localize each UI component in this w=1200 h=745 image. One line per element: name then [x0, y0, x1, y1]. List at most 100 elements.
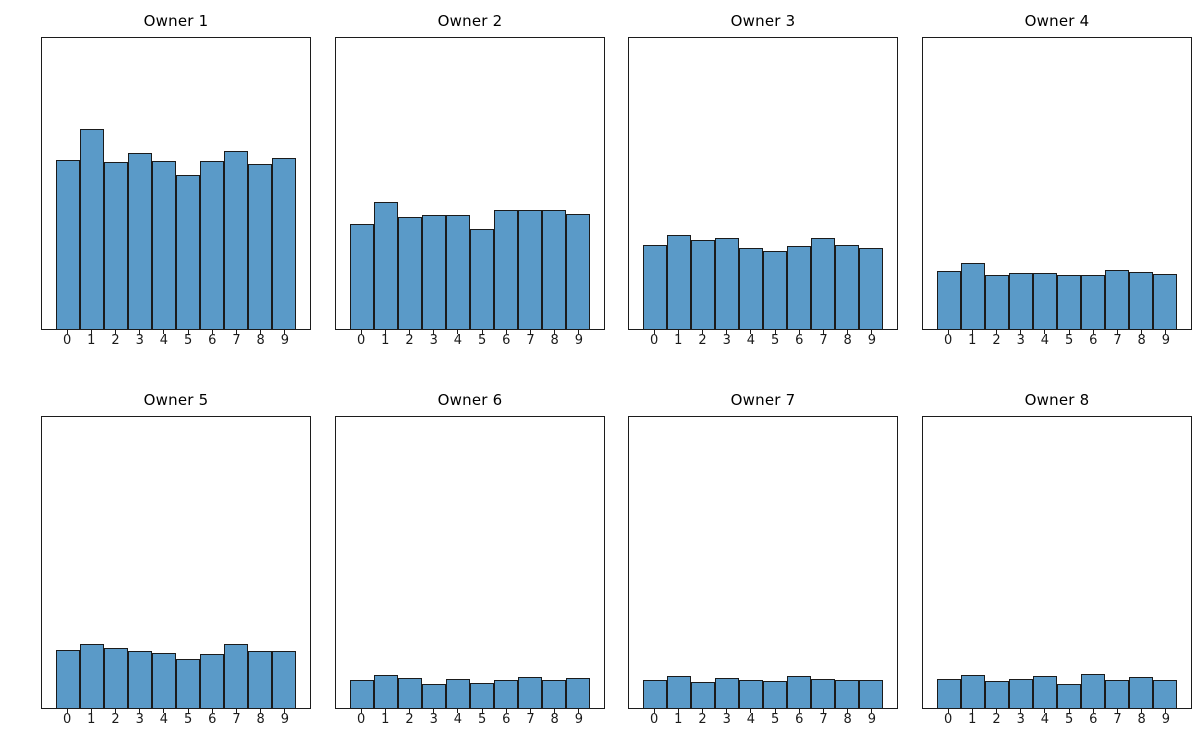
x-tick-mark: [505, 330, 507, 334]
x-tick-label: 4: [159, 712, 169, 727]
x-tick-label: 7: [819, 333, 828, 348]
x-tick-mark: [1116, 330, 1118, 334]
histogram-bars: [349, 38, 591, 329]
histogram-bars: [642, 38, 884, 329]
x-tick-mark: [1092, 709, 1094, 713]
x-tick-label: 2: [698, 712, 707, 727]
x-tick-label: 7: [526, 712, 535, 727]
histogram-bar: [859, 248, 884, 329]
x-tick-mark: [798, 330, 800, 334]
subplot-title: Owner 3: [730, 12, 796, 30]
x-tick-label: 5: [1064, 712, 1074, 727]
plot-area: [335, 37, 605, 330]
histogram-bar: [200, 653, 225, 708]
x-tick-label: 0: [62, 712, 72, 727]
histogram-bar: [248, 164, 273, 329]
x-tick-label: 9: [1161, 333, 1170, 348]
subplot-title: Owner 1: [143, 12, 209, 30]
x-tick-mark: [702, 330, 704, 334]
x-tick-label: 3: [1016, 333, 1025, 348]
x-tick-label: 8: [256, 333, 265, 348]
histogram-bar: [566, 214, 591, 329]
histogram-bar: [714, 678, 739, 708]
x-tick-mark: [947, 330, 949, 334]
x-tick-mark: [726, 709, 728, 713]
x-tick-mark: [529, 330, 531, 334]
histogram-bars: [936, 417, 1178, 708]
x-tick-mark: [822, 709, 824, 713]
histogram-bar: [566, 678, 591, 708]
histogram-bar: [542, 679, 567, 708]
x-tick-mark: [284, 709, 286, 713]
plot-area: [628, 37, 898, 330]
x-tick-mark: [996, 330, 998, 334]
x-tick-label: 1: [968, 333, 977, 348]
x-tick-mark: [1141, 709, 1143, 713]
x-tick-mark: [947, 709, 949, 713]
histogram-bar: [55, 159, 80, 329]
x-tick-mark: [702, 709, 704, 713]
x-tick-mark: [260, 330, 262, 334]
x-tick-mark: [554, 709, 556, 713]
x-tick-mark: [433, 709, 435, 713]
x-tick-label: 3: [722, 712, 731, 727]
histogram-bar: [200, 161, 225, 329]
x-tick-mark: [871, 709, 873, 713]
x-tick-mark: [774, 330, 776, 334]
histogram-bar: [470, 682, 495, 708]
x-tick-mark: [1044, 330, 1046, 334]
histogram-bar: [763, 680, 788, 708]
x-tick-mark: [971, 330, 973, 334]
histogram-bar: [666, 235, 691, 329]
x-tick-label: 5: [1064, 333, 1074, 348]
histogram-bar: [1081, 673, 1106, 708]
x-tick-mark: [284, 330, 286, 334]
subplot-title: Owner 7: [730, 391, 796, 409]
histogram-bar: [349, 679, 374, 708]
x-tick-label: 6: [795, 333, 804, 348]
histogram-bar: [151, 161, 176, 329]
histogram-bar: [127, 650, 152, 708]
histogram-bar: [738, 679, 763, 708]
histogram-bar: [666, 676, 691, 708]
histogram-bar: [224, 643, 249, 708]
x-tick-label: 9: [867, 333, 876, 348]
histogram-bar: [224, 150, 249, 329]
x-tick-label: 1: [87, 333, 96, 348]
x-tick-mark: [505, 709, 507, 713]
histogram-bar: [936, 678, 961, 708]
x-tick-label: 1: [674, 712, 683, 727]
x-tick-label: 0: [356, 333, 366, 348]
x-tick-mark: [1020, 330, 1022, 334]
histogram-bar: [103, 647, 128, 708]
x-tick-label: 0: [943, 333, 953, 348]
x-tick-mark: [139, 330, 141, 334]
histogram-bar: [835, 244, 860, 329]
x-tick-label: 4: [1040, 333, 1050, 348]
histogram-bar: [835, 679, 860, 708]
x-tick-mark: [139, 709, 141, 713]
x-tick-label: 5: [770, 333, 780, 348]
histogram-bar: [690, 681, 715, 708]
x-tick-label: 9: [574, 712, 583, 727]
histogram-bar: [518, 209, 543, 329]
x-tick-mark: [90, 330, 92, 334]
x-tick-label: 5: [183, 712, 193, 727]
x-tick-label: 1: [87, 712, 96, 727]
plot-area: [628, 416, 898, 709]
x-tick-mark: [798, 709, 800, 713]
histogram-bar: [79, 129, 104, 329]
x-tick-mark: [409, 709, 411, 713]
subplot-title: Owner 6: [437, 391, 503, 409]
histogram-bar: [1008, 273, 1033, 329]
x-tick-mark: [163, 330, 165, 334]
x-tick-mark: [90, 709, 92, 713]
